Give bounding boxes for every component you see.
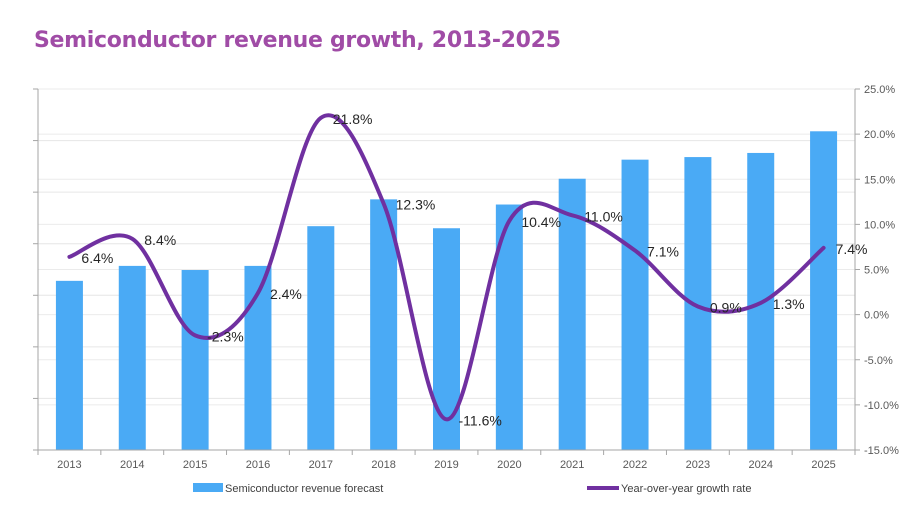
legend-swatch-bar (193, 483, 223, 492)
x-axis-tick-label: 2018 (371, 459, 395, 471)
legend-label-line: Year-over-year growth rate (621, 483, 751, 495)
x-axis-tick-label: 2017 (309, 459, 333, 471)
legend-label-bar: Semiconductor revenue forecast (225, 483, 383, 495)
x-axis-tick-label: 2020 (497, 459, 521, 471)
growth-label-2021: 11.0% (584, 208, 623, 224)
growth-label-2018: 12.3% (396, 197, 436, 213)
right-axis-tick-label: -10.0% (864, 400, 899, 412)
bar-2014 (118, 265, 146, 450)
growth-label-2014: 8.4% (144, 232, 176, 248)
growth-label-2022: 7.1% (647, 244, 679, 260)
growth-label-2016: 2.4% (270, 286, 302, 302)
x-axis-tick-label: 2025 (811, 459, 835, 471)
bar-2013 (55, 280, 83, 450)
right-axis-tick-label: -5.0% (864, 355, 893, 367)
growth-label-2015: -2.3% (207, 328, 244, 344)
x-axis-tick-label: 2022 (623, 459, 647, 471)
bar-2021 (558, 178, 586, 450)
x-axis-tick-label: 2019 (434, 459, 458, 471)
right-axis-tick-label: 25.0% (864, 84, 895, 96)
chart-title: Semiconductor revenue growth, 2013-2025 (34, 28, 561, 53)
x-axis-tick-label: 2013 (57, 459, 81, 471)
growth-label-2013: 6.4% (81, 250, 113, 266)
growth-label-2017: 21.8% (333, 111, 373, 127)
bar-2018 (370, 199, 398, 450)
right-axis-tick-label: 0.0% (864, 310, 889, 322)
right-axis-tick-label: 15.0% (864, 174, 895, 186)
right-axis-tick-label: 20.0% (864, 129, 895, 141)
line-series (67, 113, 826, 422)
growth-label-2023: 0.9% (710, 300, 742, 316)
bar-2019 (433, 228, 460, 450)
x-axis-tick-label: 2021 (560, 459, 584, 471)
bar-2025 (810, 131, 838, 450)
bar-2017 (307, 226, 335, 450)
x-axis-tick-label: 2016 (246, 459, 270, 471)
axes: 25.0% 20.0% 15.0% 10.0% 5.0% 0.0% -5.0% -10.0% -… (33, 84, 899, 471)
x-axis-tick-label: 2023 (686, 459, 710, 471)
right-axis-tick-label: -15.0% (864, 445, 899, 457)
growth-label-2020: 10.4% (521, 214, 561, 230)
bar-2015 (181, 270, 209, 450)
growth-label-2025: 7.4% (836, 241, 868, 257)
growth-label-2019: -11.6% (459, 412, 502, 428)
bar-2023 (684, 157, 712, 450)
data-labels: 6.4% 8.4% -2.3% 2.4% 21.8% 12.3% -11.6% 10.4% 11… (81, 111, 867, 428)
x-axis-tick-label: 2015 (183, 459, 207, 471)
right-axis-tick-label: 5.0% (864, 265, 889, 277)
growth-label-2024: 1.3% (773, 296, 805, 312)
x-axis-tick-label: 2024 (748, 459, 772, 471)
growth-rate-line (67, 113, 826, 422)
right-axis-tick-label: 10.0% (864, 219, 895, 231)
x-axis-tick-label: 2014 (120, 459, 144, 471)
bar-2022 (621, 159, 649, 450)
legend: Semiconductor revenue forecast Year-over-… (193, 483, 751, 495)
